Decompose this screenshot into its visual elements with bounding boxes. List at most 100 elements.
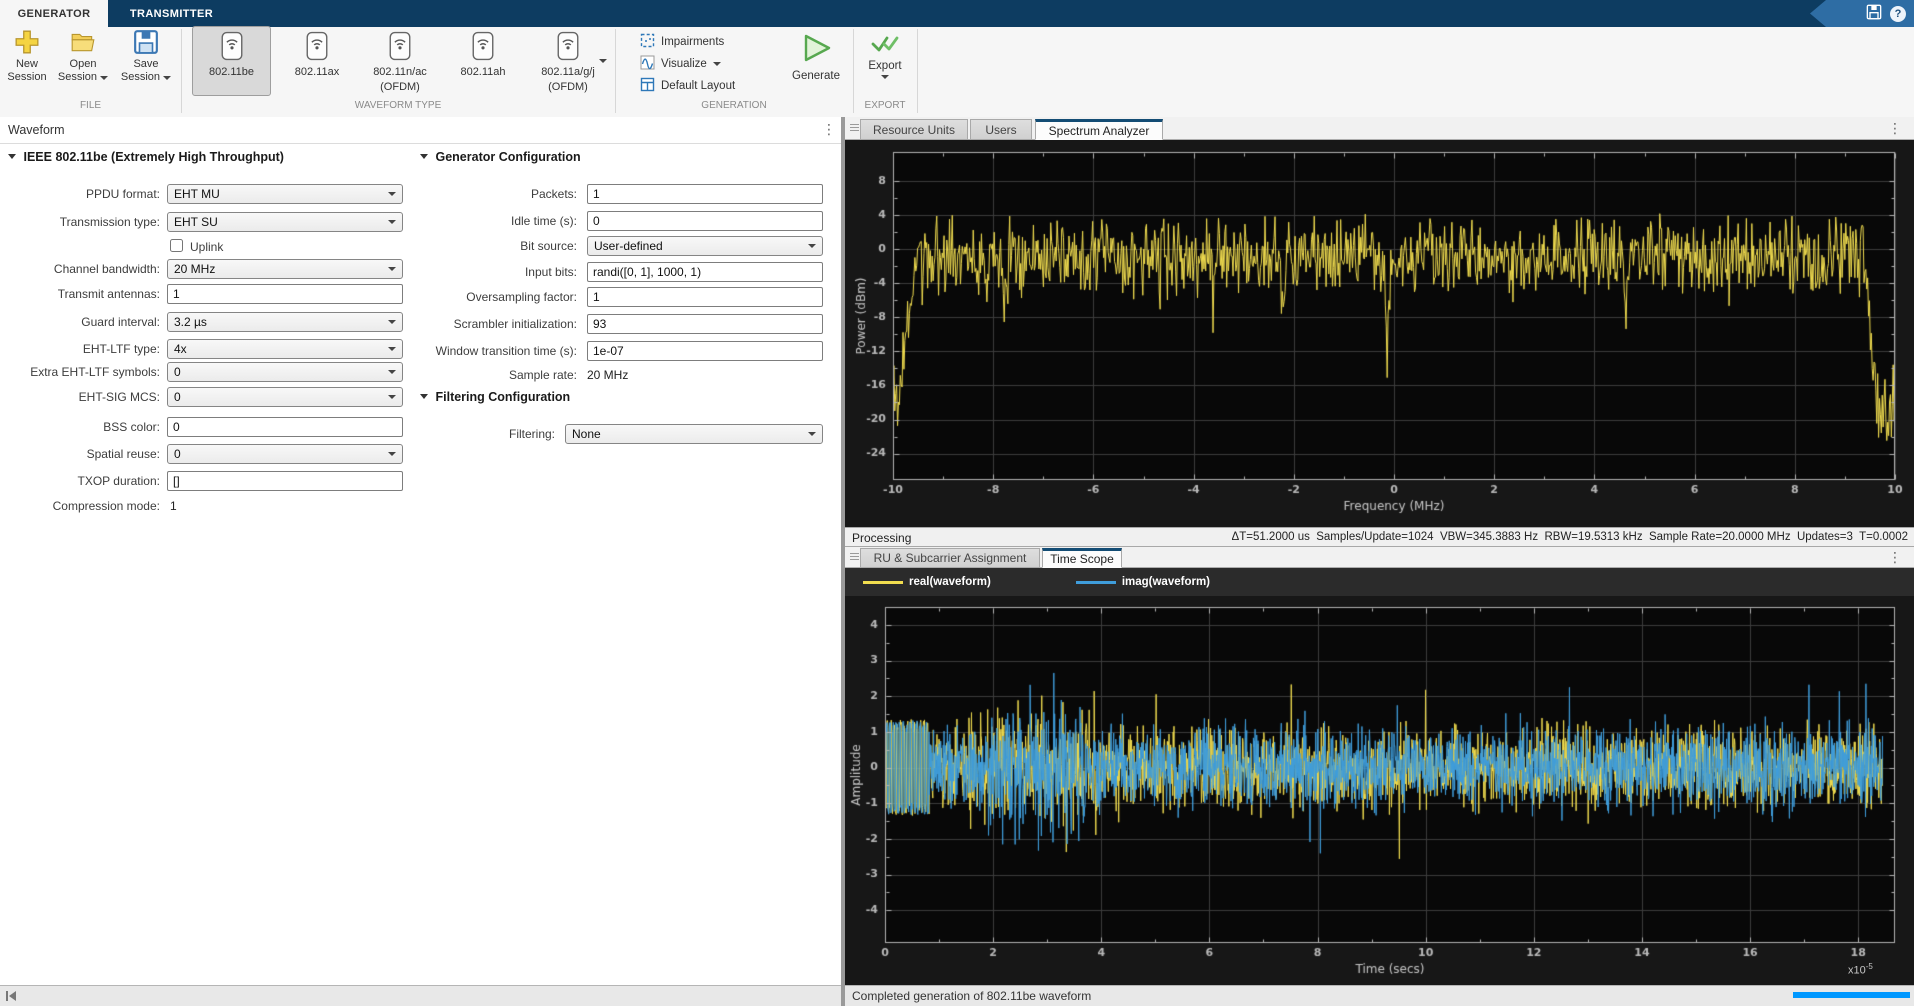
help-icon[interactable]: ? [1890, 5, 1906, 22]
default-layout-button[interactable]: Default Layout [640, 77, 735, 95]
field-label: Channel bandwidth: [53, 262, 160, 276]
spatial-reuse-select[interactable]: 0 [167, 444, 403, 464]
input-bits-input[interactable] [587, 262, 823, 282]
collapse-panel-icon[interactable] [6, 991, 18, 1001]
open-session-button[interactable]: Open Session [56, 29, 110, 84]
waveform-type-80211agj-button[interactable]: 802.11a/g/j (OFDM) [527, 26, 609, 96]
panel-splitter[interactable] [841, 117, 845, 1006]
tab-resource-units[interactable]: Resource Units [860, 119, 968, 140]
impairments-icon [640, 33, 655, 51]
ribbon: New Session Open Session Save Session FI… [0, 26, 1914, 118]
idle-time-input[interactable] [587, 211, 823, 231]
field-label: BSS color: [103, 420, 160, 434]
field-label: Filtering: [508, 427, 555, 441]
impairments-button[interactable]: Impairments [640, 33, 724, 51]
bit-source-select[interactable]: User-defined [587, 236, 823, 256]
spectrum-analyzer-scope [845, 140, 1914, 527]
section-ieee-80211be[interactable]: IEEE 802.11be (Extremely High Throughput… [8, 150, 284, 164]
save-icon[interactable] [1866, 4, 1882, 23]
new-session-button[interactable]: New Session [4, 29, 50, 84]
tab-time-scope[interactable]: Time Scope [1042, 548, 1122, 568]
open-session-label-2: Session [58, 71, 109, 84]
transmit-antennas-input[interactable] [167, 284, 403, 304]
time-scope-plot[interactable] [845, 596, 1914, 985]
legend-line-real [863, 580, 903, 584]
window-transition-time-input[interactable] [587, 341, 823, 361]
waveform-panel-title: Waveform [8, 123, 65, 137]
extra-eht-ltf-symbols-select[interactable]: 0 [167, 362, 403, 382]
chevron-down-icon [388, 320, 396, 324]
timescope-tabrow: RU & Subcarrier Assignment Time Scope ⋮ [845, 547, 1914, 568]
waveform-type-label: 802.11ah [460, 66, 506, 78]
channel-bandwidth-select[interactable]: 20 MHz [167, 259, 403, 279]
transmission-type-value: EHT SU [174, 215, 218, 229]
tab-users[interactable]: Users [970, 119, 1032, 140]
ppdu-format-select[interactable]: EHT MU [167, 184, 403, 204]
waveform-type-80211ah-button[interactable]: 802.11ah [445, 26, 521, 96]
oversampling-factor-input[interactable] [587, 287, 823, 307]
section-filtering-configuration[interactable]: Filtering Configuration [420, 390, 570, 404]
waveform-type-label2: (OFDM) [380, 81, 420, 93]
waveform-type-label: 802.11be [208, 66, 255, 78]
filtering-select[interactable]: None [565, 424, 823, 444]
open-session-label-1: Open [69, 58, 97, 70]
spectrum-status-bar: Processing ΔT=51.2000 us Samples/Update=… [845, 527, 1914, 547]
waveform-type-80211be-button[interactable]: 802.11be [192, 26, 271, 96]
bss-color-input[interactable] [167, 417, 403, 437]
scrambler-initialization-input[interactable] [587, 314, 823, 334]
field-label: EHT-LTF type: [82, 342, 160, 356]
spectrum-tabrow: Resource Units Users Spectrum Analyzer ⋮ [845, 117, 1914, 140]
uplink-checkbox[interactable] [170, 239, 183, 252]
tab-generator-label: GENERATOR [17, 7, 91, 20]
waveform-type-80211nac-button[interactable]: 802.11n/ac (OFDM) [359, 26, 441, 96]
status-message: Completed generation of 802.11be wavefor… [852, 989, 1092, 1003]
chevron-down-icon [388, 220, 396, 224]
tab-ru-subcarrier-assignment[interactable]: RU & Subcarrier Assignment [860, 548, 1040, 568]
tab-spectrum-analyzer[interactable]: Spectrum Analyzer [1035, 119, 1163, 140]
field-label: Oversampling factor: [466, 290, 577, 304]
tab-generator[interactable]: GENERATOR [0, 0, 108, 27]
save-session-button[interactable]: Save Session [118, 29, 174, 84]
export-button[interactable]: Export [857, 33, 913, 79]
tab-ru-subcarrier-assignment-label: RU & Subcarrier Assignment [873, 551, 1027, 565]
chevron-down-icon [100, 76, 109, 80]
eht-sig-mcs-select[interactable]: 0 [167, 387, 403, 407]
guard-interval-select[interactable]: 3.2 µs [167, 312, 403, 332]
collapse-caret-icon [420, 394, 428, 399]
tab-users-label: Users [985, 122, 1017, 137]
panel-menu-icon[interactable]: ⋮ [1888, 120, 1902, 136]
tab-transmitter[interactable]: TRANSMITTER [108, 0, 235, 27]
legend-line-imag [1075, 580, 1116, 584]
tab-transmitter-label: TRANSMITTER [129, 7, 214, 20]
drag-grip-icon[interactable] [850, 124, 859, 133]
eht-ltf-type-select[interactable]: 4x [167, 339, 403, 359]
drag-grip-icon[interactable] [850, 553, 859, 562]
waveform-type-label: 802.11ax [294, 66, 340, 78]
left-status-bar [0, 985, 841, 1006]
panel-menu-icon[interactable]: ⋮ [1888, 549, 1902, 565]
visualize-icon [640, 55, 655, 73]
waveform-type-gallery-expand-icon[interactable] [599, 59, 607, 63]
section-generator-configuration[interactable]: Generator Configuration [420, 150, 581, 164]
spectrum-analyzer-plot[interactable] [845, 140, 1914, 527]
processing-status: Processing [852, 531, 912, 545]
field-label: Spatial reuse: [86, 447, 160, 461]
waveform-type-80211ax-button[interactable]: 802.11ax [279, 26, 355, 96]
legend-item-imag[interactable]: imag(waveform) [1075, 576, 1210, 588]
compression-mode-value: 1 [170, 499, 177, 513]
chevron-down-icon [388, 370, 396, 374]
legend-item-real[interactable]: real(waveform) [863, 576, 991, 588]
generate-label: Generate [792, 70, 840, 82]
wifi-device-icon [555, 31, 581, 64]
spatial-reuse-value: 0 [174, 447, 181, 461]
transmission-type-select[interactable]: EHT SU [167, 212, 403, 232]
generate-button[interactable]: Generate [785, 31, 847, 82]
panel-menu-icon[interactable]: ⋮ [822, 121, 836, 137]
guard-interval-value: 3.2 µs [174, 315, 207, 329]
ppdu-format-value: EHT MU [174, 187, 220, 201]
chevron-down-icon [388, 452, 396, 456]
txop-duration-input[interactable] [167, 471, 403, 491]
chevron-down-icon [163, 76, 172, 80]
packets-input[interactable] [587, 184, 823, 204]
visualize-button[interactable]: Visualize [640, 55, 721, 73]
